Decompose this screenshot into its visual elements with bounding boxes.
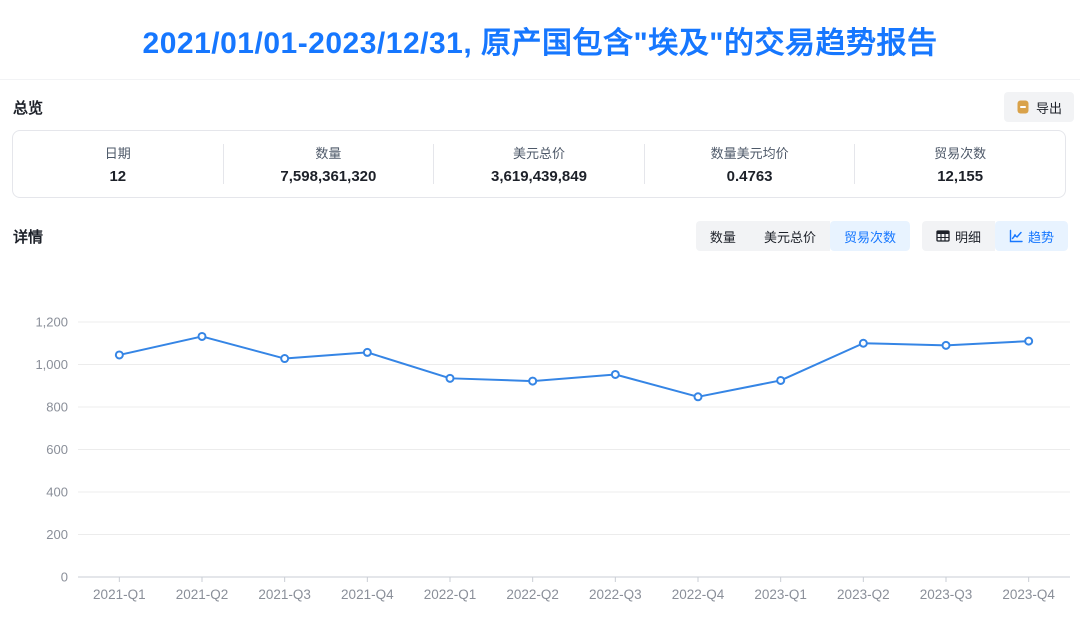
export-button[interactable]: 导出 <box>1003 92 1074 122</box>
tab-trend-view[interactable]: 趋势 <box>994 221 1068 251</box>
tab-label: 贸易次数 <box>843 229 896 245</box>
overview-heading: 总览 <box>13 99 44 117</box>
table-icon <box>936 229 950 243</box>
stat-divider <box>433 144 435 184</box>
stat-divider <box>222 144 224 184</box>
trend-chart-container: 0 200 400 600 800 1,000 1,200 2021-Q1 2021-Q2 202… <box>0 285 1080 625</box>
tab-detail-view[interactable]: 明细 <box>921 221 995 251</box>
x-axis-label: 2022-Q4 <box>672 587 725 602</box>
y-axis-label: 1,200 <box>35 315 68 330</box>
stat-label: 数量美元均价 <box>710 146 789 161</box>
stat-label: 贸易次数 <box>934 146 987 161</box>
x-axis-label: 2023-Q4 <box>1002 587 1055 602</box>
tab-trade-count[interactable]: 贸易次数 <box>829 221 910 251</box>
stat-item-usd-avg-price: 数量美元均价 0.4763 <box>645 137 855 191</box>
x-axis-label: 2023-Q1 <box>754 587 807 602</box>
x-axis-label: 2022-Q3 <box>589 587 642 602</box>
stat-divider <box>854 144 856 184</box>
overview-stats-card: 日期 12 数量 7,598,361,320 美元总价 3,619,439,84… <box>12 130 1066 198</box>
metric-tab-group: 数量 美元总价 贸易次数 <box>695 221 910 251</box>
view-tab-group: 明细 趋势 <box>921 221 1068 251</box>
x-axis-label: 2021-Q4 <box>341 587 394 602</box>
stat-item-usd-total: 美元总价 3,619,439,849 <box>434 137 644 191</box>
stat-divider <box>643 144 645 184</box>
stat-value: 3,619,439,849 <box>491 168 587 185</box>
trend-line <box>118 335 1030 398</box>
x-axis-label: 2021-Q3 <box>258 587 311 602</box>
data-point[interactable] <box>610 369 620 379</box>
report-title-bar: 2021/01/01-2023/12/31, 原产国包含"埃及"的交易趋势报告 <box>0 0 1080 80</box>
stat-item-date: 日期 12 <box>13 137 223 191</box>
data-point[interactable] <box>941 340 951 350</box>
x-axis-label: 2021-Q2 <box>176 587 229 602</box>
data-point[interactable] <box>114 350 124 360</box>
stat-label: 美元总价 <box>512 146 565 161</box>
tab-label: 数量 <box>709 229 736 245</box>
x-axis-label: 2022-Q2 <box>506 587 559 602</box>
details-heading: 详情 <box>13 228 44 246</box>
page-title: 2021/01/01-2023/12/31, 原产国包含"埃及"的交易趋势报告 <box>142 26 938 60</box>
export-icon <box>1016 100 1030 114</box>
x-axis-label: 2021-Q1 <box>93 587 146 602</box>
trend-chart[interactable]: 0 200 400 600 800 1,000 1,200 2021-Q1 2021-Q2 202… <box>0 285 1080 625</box>
stat-item-quantity: 数量 7,598,361,320 <box>224 137 434 191</box>
stat-value: 0.4763 <box>726 168 773 185</box>
data-point[interactable] <box>776 375 786 385</box>
data-point[interactable] <box>693 392 703 402</box>
stat-label: 日期 <box>104 146 131 161</box>
data-point[interactable] <box>362 347 372 357</box>
tab-label: 趋势 <box>1027 229 1054 245</box>
stat-value: 7,598,361,320 <box>280 168 377 185</box>
y-axis-label: 600 <box>46 442 68 457</box>
data-point[interactable] <box>1024 336 1034 346</box>
stat-item-trade-count: 贸易次数 12,155 <box>855 137 1065 191</box>
data-point[interactable] <box>858 338 868 348</box>
data-point[interactable] <box>528 376 538 386</box>
y-axis-label: 0 <box>61 570 68 585</box>
stat-value: 12 <box>109 168 127 185</box>
y-axis-label: 400 <box>46 485 68 500</box>
x-axis-label: 2022-Q1 <box>424 587 477 602</box>
data-point[interactable] <box>445 373 455 383</box>
y-axis-label: 800 <box>46 400 68 415</box>
y-axis-label: 1,000 <box>35 357 68 372</box>
chart-controls: 数量 美元总价 贸易次数 明细 <box>695 221 1068 251</box>
trend-icon <box>1009 229 1023 243</box>
y-axis-label: 200 <box>46 527 68 542</box>
x-axis-label: 2023-Q2 <box>837 587 890 602</box>
tab-quantity[interactable]: 数量 <box>695 221 750 251</box>
tab-label: 明细 <box>954 229 981 245</box>
tab-usd-total[interactable]: 美元总价 <box>749 221 830 251</box>
x-axis-label: 2023-Q3 <box>920 587 973 602</box>
tab-label: 美元总价 <box>763 229 816 245</box>
data-point[interactable] <box>197 331 207 341</box>
export-button-label: 导出 <box>1035 100 1062 116</box>
stat-label: 数量 <box>315 146 342 161</box>
stat-value: 12,155 <box>937 168 984 185</box>
data-point[interactable] <box>280 354 290 364</box>
